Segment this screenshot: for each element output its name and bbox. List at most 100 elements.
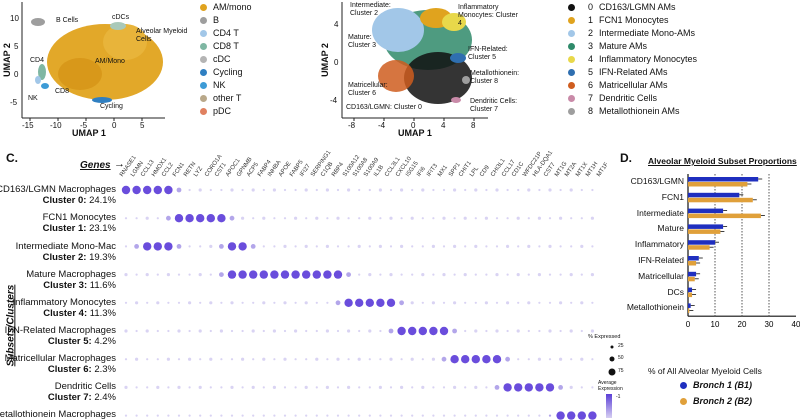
dot-marker — [548, 358, 552, 361]
dot-marker — [315, 386, 318, 389]
dot-marker — [411, 386, 414, 389]
dot-marker — [379, 273, 382, 276]
size-legend-title: % Expressed — [588, 334, 621, 340]
dot-marker — [336, 414, 340, 417]
dot-marker — [294, 414, 297, 417]
dot-marker — [464, 414, 467, 417]
bar — [688, 261, 697, 266]
dot-marker — [591, 245, 594, 248]
bar — [688, 197, 753, 203]
bar-category-label: Matricellular — [638, 270, 684, 281]
umap-b-xlabel: UMAP 1 — [398, 128, 432, 138]
dot-marker — [368, 386, 371, 389]
dot-marker — [262, 245, 265, 248]
dot-marker — [368, 216, 372, 220]
dot-marker — [196, 214, 205, 223]
size-legend-dots — [608, 345, 616, 376]
dot-marker — [294, 358, 297, 361]
dot-marker — [166, 215, 171, 221]
dot-marker — [461, 355, 470, 364]
legend-swatch-icon — [200, 81, 207, 89]
dot-marker — [474, 329, 478, 333]
dot-marker — [326, 414, 329, 417]
dot-marker — [283, 188, 287, 192]
dot-marker — [230, 329, 234, 333]
dot-marker — [495, 273, 499, 277]
dot-marker — [252, 301, 255, 304]
dot-marker — [411, 188, 414, 192]
panel-d-letter: D. — [620, 151, 632, 165]
dot-marker — [378, 188, 382, 192]
dot-marker — [474, 188, 478, 192]
dot-marker — [219, 272, 224, 277]
row-label: Metallothionein Macrophages — [0, 409, 116, 420]
dot-marker — [463, 216, 467, 220]
dot-marker — [347, 329, 351, 333]
umap-b-annotation: Inflammatory Monocytes: Cluster 4 — [458, 4, 518, 27]
legend-swatch-icon — [568, 3, 575, 11]
dot-marker — [368, 358, 371, 361]
dot-marker — [474, 414, 477, 417]
row-label: Mature Macrophages Cluster 3: 11.6% — [26, 269, 116, 291]
legend-item: CD4 T — [200, 28, 239, 38]
dot-marker — [567, 411, 576, 420]
legend-item: 0 CD163/LGMN AMs — [568, 2, 676, 12]
umap-a-annotation: Cycling — [100, 103, 123, 110]
dot-marker — [209, 414, 212, 417]
dot-marker — [558, 385, 563, 390]
dot-marker — [524, 383, 533, 392]
dot-marker — [156, 273, 159, 276]
dot-marker — [241, 188, 244, 192]
dot-marker — [570, 358, 573, 361]
dot-marker — [474, 273, 477, 276]
legend-swatch-icon — [568, 68, 575, 76]
dot-marker — [259, 270, 268, 279]
dot-marker — [474, 385, 478, 389]
umap-b-xtick: -8 — [348, 121, 356, 130]
dot-marker — [315, 329, 318, 333]
color-legend-title: Average Expression — [598, 380, 623, 392]
dot-marker — [527, 273, 530, 276]
dot-marker — [177, 358, 181, 361]
umap-a-xtick: -5 — [80, 121, 88, 130]
dot-marker — [495, 217, 499, 220]
umap-b-annotation: Intermediate: Cluster 2 — [350, 2, 391, 17]
dot-marker — [124, 301, 128, 304]
bar-category-label: CD163/LGMN — [630, 176, 684, 186]
dot-marker — [220, 358, 223, 361]
dot-marker — [464, 188, 467, 192]
dot-marker — [252, 414, 255, 417]
dot-marker — [418, 326, 427, 336]
dot-marker — [305, 329, 308, 333]
dot-marker — [272, 188, 276, 192]
dot-marker — [241, 414, 244, 417]
umap-b-xtick: -4 — [378, 121, 386, 130]
dot-marker — [441, 356, 447, 362]
dot-marker — [559, 301, 563, 305]
bar-category-label: FCN1 — [661, 191, 684, 202]
dot-marker — [400, 188, 404, 192]
dot-marker — [355, 298, 364, 307]
dot-marker — [378, 244, 382, 248]
bar — [688, 292, 693, 298]
dot-marker — [209, 188, 212, 192]
dot-marker — [124, 217, 128, 220]
dot-marker — [283, 357, 287, 361]
legend-swatch-icon — [568, 42, 575, 50]
dot-marker — [535, 383, 544, 392]
dot-marker — [411, 273, 414, 276]
dot-marker — [199, 245, 202, 248]
dot-marker — [591, 386, 594, 389]
dot-marker — [450, 355, 459, 364]
dot-marker — [453, 414, 456, 417]
dot-marker — [410, 301, 414, 305]
dot-marker — [241, 216, 245, 220]
dot-marker — [442, 414, 446, 417]
umap-plot-a — [21, 2, 165, 121]
legend-swatch-icon — [200, 107, 207, 115]
dot-marker — [238, 270, 247, 279]
dot-marker — [474, 217, 477, 220]
dot-marker — [188, 329, 191, 333]
legend-swatch-icon — [680, 397, 687, 405]
dot-marker — [548, 273, 552, 276]
